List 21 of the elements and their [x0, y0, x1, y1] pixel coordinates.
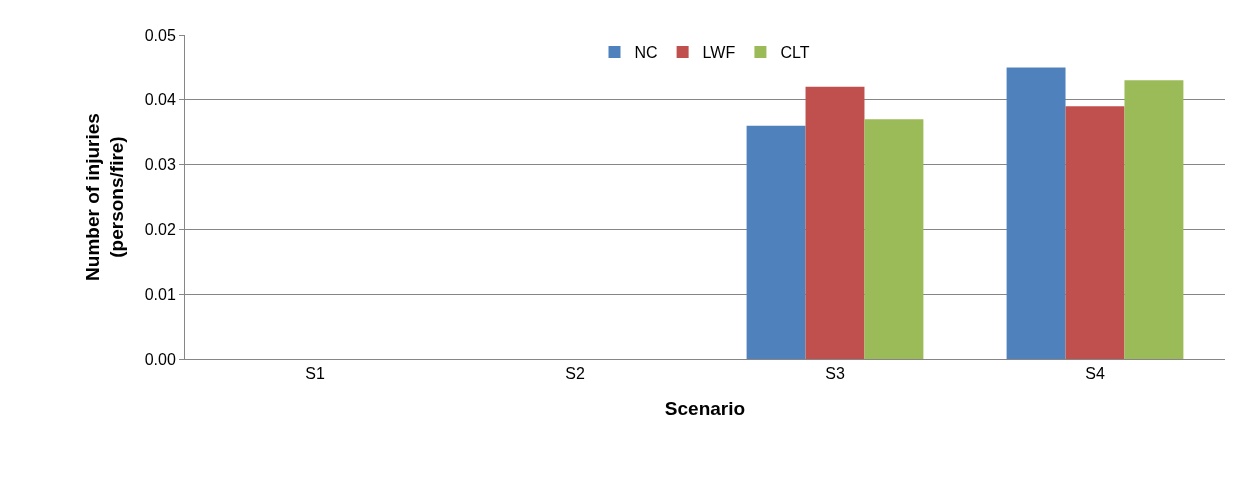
x-tick-label: S2 [565, 365, 585, 383]
y-tick-label: 0.00 [144, 350, 176, 368]
bar [746, 125, 806, 359]
legend-label: NC [634, 44, 658, 62]
x-tick-label: S3 [825, 365, 845, 383]
x-axis-title: Scenario [664, 398, 746, 419]
y-tick-label: 0.05 [144, 26, 176, 44]
bar [1124, 80, 1184, 359]
legend-label: CLT [780, 44, 810, 62]
y-tick-label: 0.01 [144, 285, 176, 303]
x-tick-label: S1 [305, 365, 325, 383]
y-axis-title: Number of injuries (persons/fire) [81, 113, 128, 281]
x-tick-label: S4 [1085, 365, 1105, 383]
y-tick-label: 0.02 [144, 221, 176, 238]
bar [864, 119, 924, 359]
legend-label: LWF [702, 44, 736, 62]
bar [1006, 67, 1066, 359]
y-tick-label: 0.04 [144, 91, 176, 109]
bar [805, 86, 865, 359]
y-tick-label: 0.03 [144, 156, 176, 174]
bar [1065, 106, 1125, 359]
